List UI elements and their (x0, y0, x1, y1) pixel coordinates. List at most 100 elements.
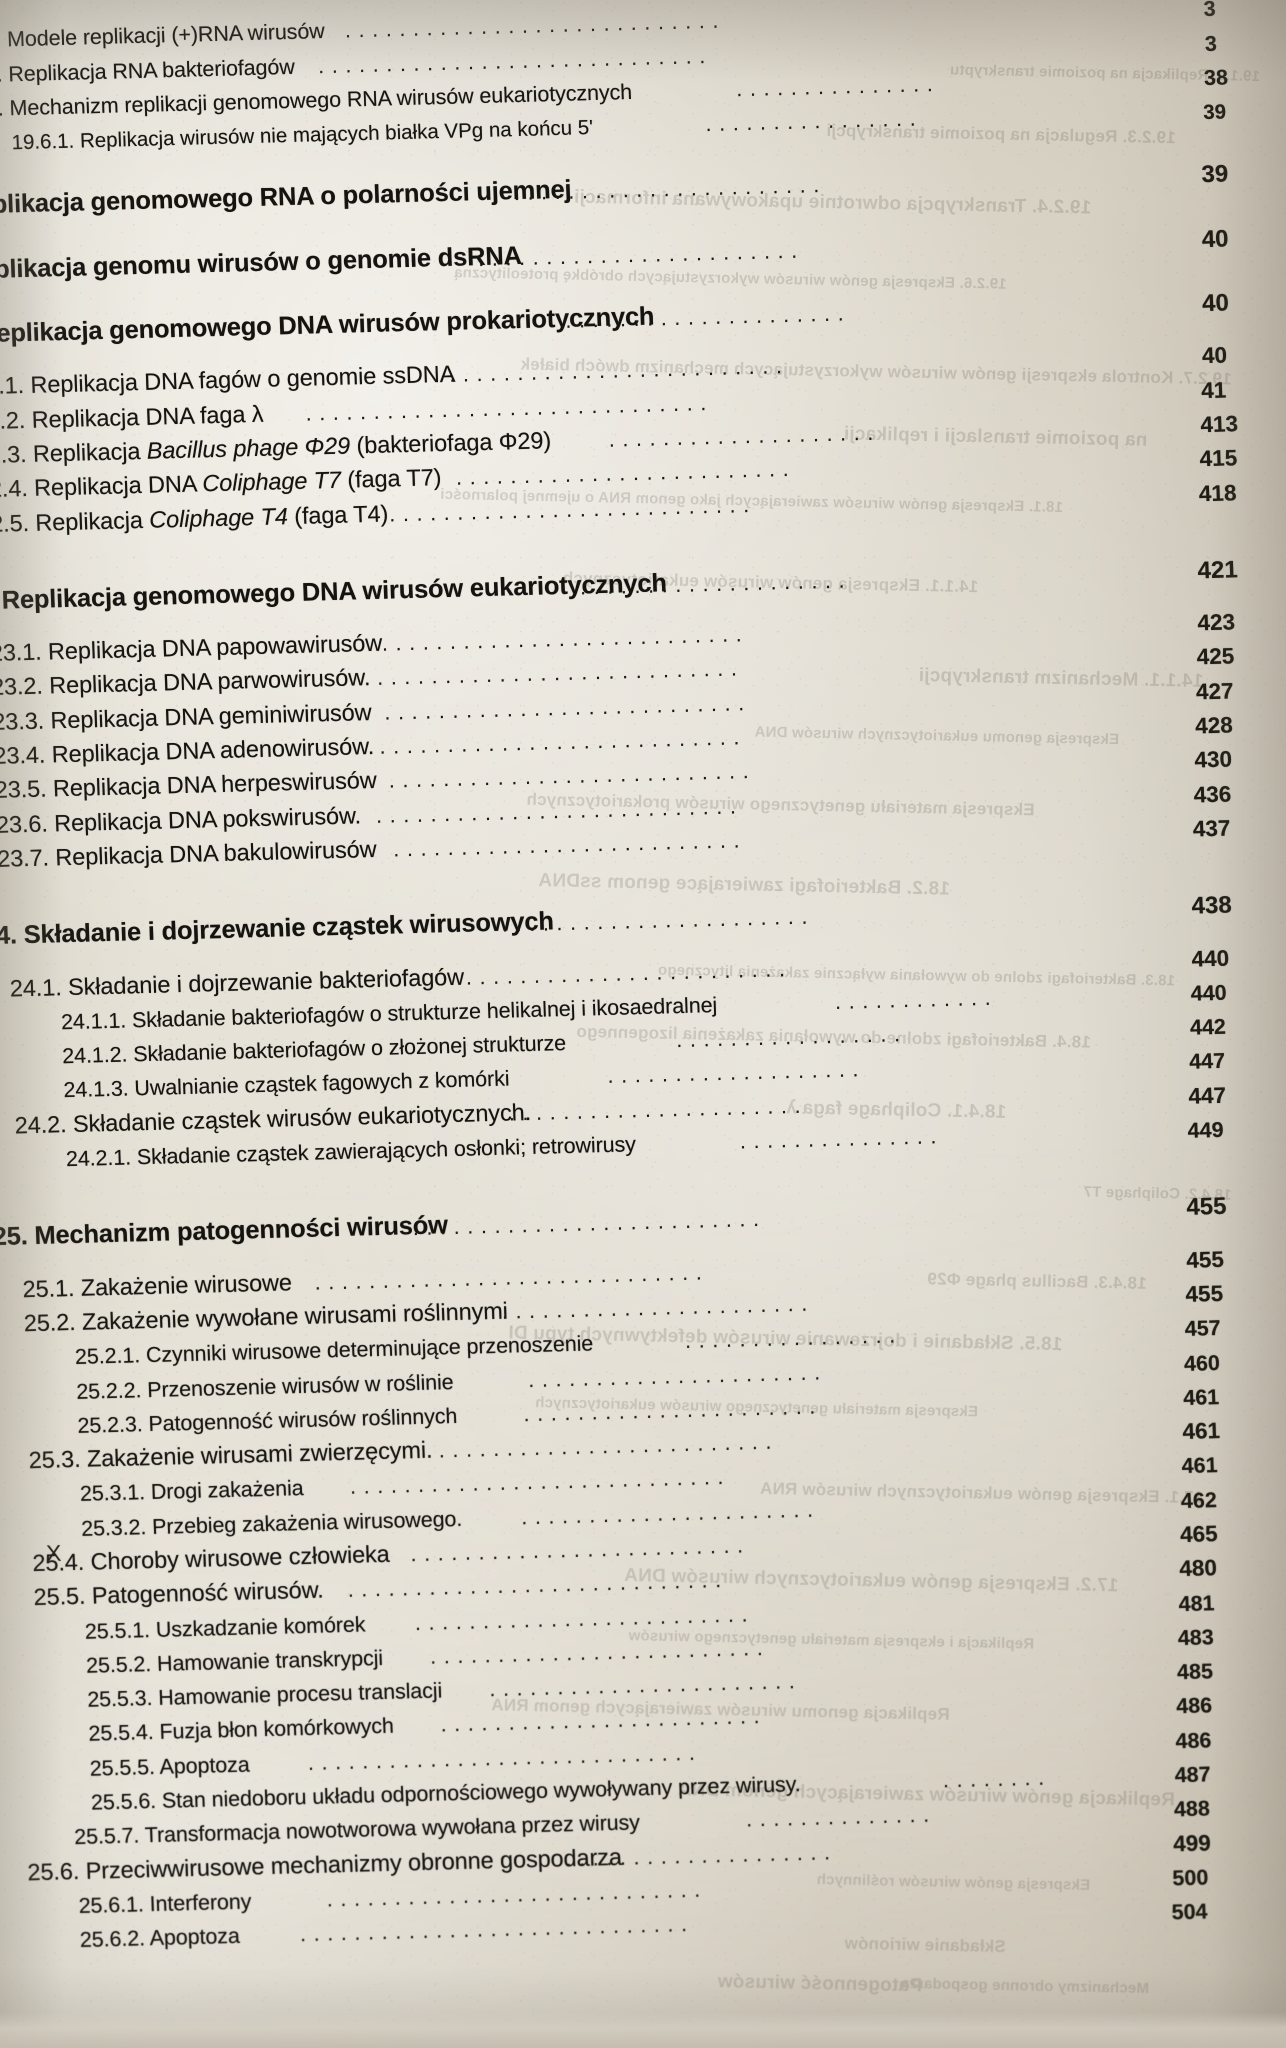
toc-page-number: 447 (1188, 1049, 1226, 1075)
toc-page-number: 437 (1192, 815, 1231, 842)
toc-entry-title: Fuzja błon komórkowych (159, 1714, 395, 1745)
toc-entry-label: 23.5. Replikacja DNA herpeswirusów (0, 767, 377, 804)
toc-entry-title: Replikacja DNA adenowirusów. (51, 733, 375, 768)
toc-entry-number: 24. (0, 921, 18, 951)
toc-entry-label: 25.5.1. Uszkadzanie komórek (84, 1612, 365, 1644)
toc-entry-number: 24.2. (14, 1110, 74, 1139)
toc-entry-number: 25.6.1. (78, 1892, 151, 1918)
toc-entry-label: 19.5. Replikacja RNA bakteriofagów (0, 54, 295, 88)
toc-entry-title: Hamowanie procesu translacji (157, 1678, 443, 1711)
toc-entry-number: 25.2.1. (74, 1343, 147, 1370)
toc-page-number: 41 (1200, 377, 1227, 403)
toc-page-number: 486 (1175, 1728, 1212, 1754)
toc-entry-title-italic: Bacillus phage Φ29 (146, 432, 351, 464)
toc-entry-title: Replikacja DNA faga λ (31, 400, 264, 433)
toc-entry-number: 23.3. (0, 707, 45, 735)
toc-page-number: 436 (1193, 781, 1232, 808)
toc-entry-label: 22.2. Replikacja DNA faga λ (0, 400, 264, 435)
toc-entry-title: Drogi zakażenia (150, 1476, 304, 1505)
toc-entry-title: Choroby wirusowe człowieka (90, 1540, 391, 1575)
toc-entry-number: 25.3. (28, 1445, 88, 1474)
toc-page-number: 488 (1173, 1796, 1211, 1822)
toc-entry-title: Replikacja DNA papowawirusów (47, 629, 383, 665)
toc-entry-title-italic: Coliphage T4 (148, 502, 289, 533)
toc-page-number: 455 (1185, 1193, 1227, 1222)
toc-entry-title: Interferony (149, 1889, 252, 1917)
toc-page-number: 461 (1181, 1418, 1221, 1445)
toc-entry-title: Replikacja DNA bakulowirusów (54, 835, 377, 871)
toc-entry-label: 23.7. Replikacja DNA bakulowirusów (0, 836, 377, 873)
toc-page-number: 3 (1204, 31, 1218, 56)
toc-page-number: 460 (1183, 1350, 1221, 1376)
toc-leader-dots: .............. (745, 1801, 938, 1828)
toc-entry-title: Replikacja DNA pokswirusów. (53, 801, 362, 836)
toc-page-number: 427 (1195, 678, 1234, 705)
toc-entry-number: 24.2.1. (65, 1145, 138, 1172)
toc-page-number: 455 (1185, 1280, 1224, 1307)
toc-leader-dots: ............... (739, 1123, 945, 1150)
toc-entry-number: 25.1. (22, 1274, 82, 1302)
toc-entry-label: 25.6.1. Interferony (78, 1889, 251, 1919)
toc-page-number: 457 (1184, 1316, 1222, 1342)
toc-entry-number: 25.5. (33, 1582, 93, 1611)
toc-entry-number: 25.5.4. (88, 1720, 160, 1747)
toc-entry-number: 25.6.2. (79, 1926, 151, 1953)
toc-page-number: 504 (1171, 1899, 1208, 1925)
toc-entry-number: 24.1.1. (60, 1008, 133, 1035)
toc-entry-title: Składanie i dojrzewanie bakteriofagów (67, 963, 465, 1000)
toc-entry-title: Zakażenie wywołane wirusami roślinnymi (81, 1297, 509, 1335)
toc-entry-number: 25. (0, 1222, 29, 1252)
toc-entry-title: Modele replikacji (+)RNA wirusów (6, 19, 326, 52)
toc-page-number: 440 (1190, 980, 1228, 1006)
toc-entry-number: 25.2. (23, 1308, 83, 1337)
toc-entry-title: Apoptoza (149, 1924, 241, 1951)
toc-entry-number: 22.3. (0, 440, 27, 469)
toc-page-number: 462 (1180, 1487, 1218, 1513)
toc-entry-label: 25.5.2. Hamowanie transkrypcji (86, 1646, 384, 1679)
toc-entry-title: Hamowanie transkrypcji (156, 1645, 384, 1676)
toc-page-number: 428 (1194, 712, 1234, 739)
toc-page-number: 438 (1191, 891, 1233, 920)
toc-entry-number: 23.2. (0, 673, 44, 701)
toc-entry-number: 22.2. (0, 406, 26, 435)
toc-leader-dots: ................ (705, 105, 924, 133)
toc-page-number: 418 (1198, 479, 1237, 506)
toc-entry-number: 25.5.6. (90, 1788, 163, 1815)
toc-entry-number: 25.6. (26, 1857, 87, 1886)
toc-entry-label: 23.6. Replikacja DNA pokswirusów. (0, 802, 361, 839)
toc-entry-number: 22.4. (0, 475, 29, 503)
toc-entry-label: 23.4. Replikacja DNA adenowirusów. (0, 733, 375, 770)
toc-entry-number: 25.2.2. (75, 1377, 148, 1404)
toc-page-number: 461 (1181, 1453, 1218, 1479)
toc-entry-label: 25.5. Patogenność wirusów. (33, 1577, 324, 1612)
toc-page-number: 486 (1175, 1693, 1213, 1719)
toc-page-number: 39 (1201, 160, 1229, 189)
toc-page-number: 421 (1197, 556, 1239, 585)
toc-page-number: 40 (1201, 225, 1229, 253)
toc-entry-number: 25.5.2. (85, 1651, 158, 1678)
toc-entry-title: Replikacja RNA bakteriofagów (7, 54, 296, 86)
toc-page-number: 447 (1187, 1082, 1227, 1109)
toc-entry-number: 25.3.2. (80, 1514, 153, 1541)
toc-page-number: 455 (1185, 1246, 1225, 1273)
toc-leader-dots: ........ (942, 1766, 1053, 1789)
toc-entry-title: Patogenność wirusów. (91, 1576, 325, 1609)
toc-entry-number: 23.4. (0, 741, 46, 769)
toc-page-number: 480 (1178, 1555, 1218, 1582)
toc-page-number: 425 (1196, 643, 1235, 670)
toc-entry-number: 23.5. (0, 775, 54, 804)
toc-entry-number: 22.1. (0, 372, 25, 400)
toc-page-number: 481 (1178, 1590, 1215, 1616)
toc-page-number: 39 (1202, 100, 1227, 125)
toc-entry-number: 24.1.2. (61, 1042, 134, 1069)
toc-entry-number: 25.5.5. (89, 1754, 160, 1781)
toc-entry-title-tail: (faga T7) (340, 464, 442, 493)
toc-entry-label: 25.5.3. Hamowanie procesu translacji (87, 1679, 443, 1713)
toc-entry-label: 25.5.4. Fuzja błon komórkowych (88, 1714, 394, 1747)
toc-entry-number: 22.5. (0, 509, 30, 537)
toc-entry-number: 24.1.3. (63, 1076, 135, 1103)
toc-entry-title: Zakażenie wirusami zwierzęcymi. (86, 1436, 433, 1472)
toc-leader-dots: ............ (834, 984, 999, 1010)
toc-entry-label: 23.2. Replikacja DNA parwowirusów. (0, 664, 371, 701)
